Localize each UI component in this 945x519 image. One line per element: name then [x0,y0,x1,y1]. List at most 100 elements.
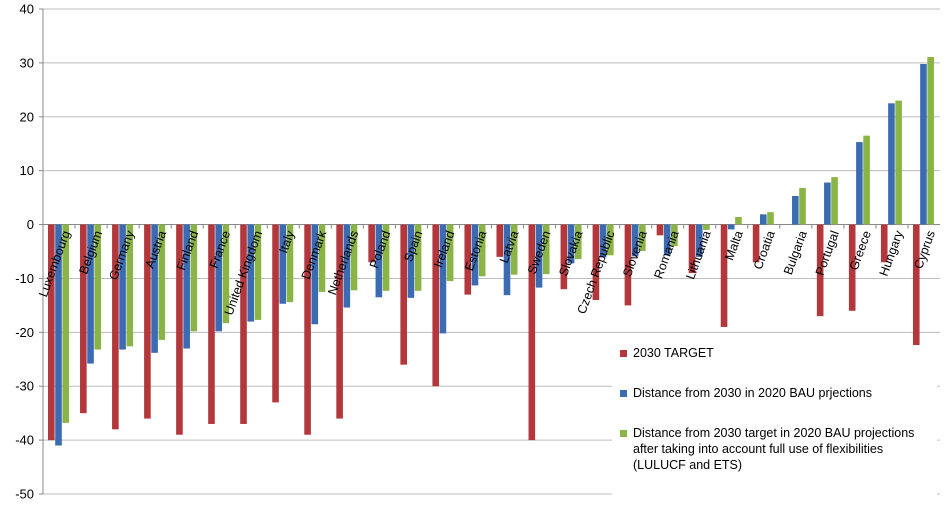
y-tick-label: -40 [15,433,34,448]
bar-bau [439,224,447,334]
y-tick-label: -20 [15,325,34,340]
bar-flex [414,224,422,291]
bar-target [816,224,824,317]
y-tick-label: 40 [20,2,34,17]
x-tick-label: Bulgaria [781,229,810,277]
bar-bau [888,103,895,225]
bar-target [48,224,55,441]
bar-target [656,224,664,236]
bar-target [144,224,151,419]
bar-bau [535,224,543,288]
bar-bau [343,224,351,308]
bar-flex [671,224,678,247]
bar-bau [824,182,831,225]
bar-flex [446,224,454,282]
bar-bau [503,224,511,296]
x-tick-label: Lithuania [683,229,714,282]
bar-bau [920,63,927,225]
bar-bau [792,195,799,225]
bar-target [208,224,215,424]
bar-bau [87,224,94,364]
bar-flex [254,224,262,320]
legend-item-flex: Distance from 2030 target in 2020 BAU pr… [612,425,937,473]
bar-bau [183,224,190,349]
legend-label: Distance from 2030 target in 2020 BAU pr… [633,426,915,472]
legend-label: 2030 TARGET [633,346,714,360]
legend-item-target: 2030 TARGET [612,345,937,361]
bar-flex [863,135,870,225]
y-tick-label: -30 [15,379,34,394]
bar-target [400,224,407,365]
bar-flex [286,224,294,303]
bar-target [272,224,279,403]
bar-flex [318,224,326,292]
y-tick-label: -10 [15,271,34,286]
bar-bau [567,224,575,264]
y-tick-label: 20 [20,109,34,124]
y-tick-label: -50 [15,487,34,502]
y-tick-label: 0 [27,217,34,232]
bar-flex [350,224,358,291]
bar-bau [727,224,735,230]
bar-flex [799,187,806,225]
bar-bau [856,142,863,225]
bar-flex [94,224,102,350]
bar-flex [158,224,166,340]
bar-flex [574,224,582,260]
bar-bau [759,214,767,225]
bar-target [464,224,472,295]
bar-target [240,224,247,424]
bar-target [368,224,375,263]
bar-bau [375,224,383,298]
bar-flex [62,224,69,423]
bar-target [848,224,856,311]
bar-bau [695,224,703,257]
legend-label: Distance from 2030 in 2020 BAU prjection… [633,386,873,400]
bar-target [112,224,119,430]
bar-bau [247,224,255,322]
bar-target [720,224,728,327]
bar-target [592,224,600,300]
bar-flex [831,177,838,225]
bar-target [560,224,568,290]
bar-target [528,224,536,441]
bar-bau [151,224,158,353]
bar-target [880,224,888,263]
bar-flex [222,224,230,324]
y-tick-label: 30 [20,55,34,70]
bar-bau [311,224,319,325]
y-tick-label: 10 [20,163,34,178]
bar-flex [126,224,134,347]
legend-item-bau: Distance from 2030 in 2020 BAU prjection… [612,385,937,401]
bar-flex [542,224,550,275]
bar-bau [215,224,222,332]
bar-target [752,224,760,263]
bar-flex [735,217,742,225]
bar-target [176,224,183,435]
bar-target [336,224,343,419]
bar-flex [607,224,614,256]
bar-flex [767,212,774,225]
bar-bau [279,224,287,304]
bar-target [432,224,440,387]
bar-flex [927,56,934,225]
x-tick-label: Romania [651,229,681,281]
bar-bau [663,224,671,256]
bar-bau [55,224,62,446]
bar-target [80,224,87,414]
bar-flex [382,224,390,291]
bar-target [624,224,632,306]
bar-bau [471,224,479,286]
bar-flex [895,100,902,225]
bar-flex [478,224,486,277]
legend-swatch-blue [620,390,627,397]
x-tick-label: Slovenia [620,229,650,279]
bar-bau [407,224,415,298]
bar-bau [119,224,126,350]
bar-flex [190,224,198,332]
bar-flex [639,224,646,251]
bar-bau [599,224,607,258]
bar-bau [631,224,639,257]
bar-target [688,224,696,274]
